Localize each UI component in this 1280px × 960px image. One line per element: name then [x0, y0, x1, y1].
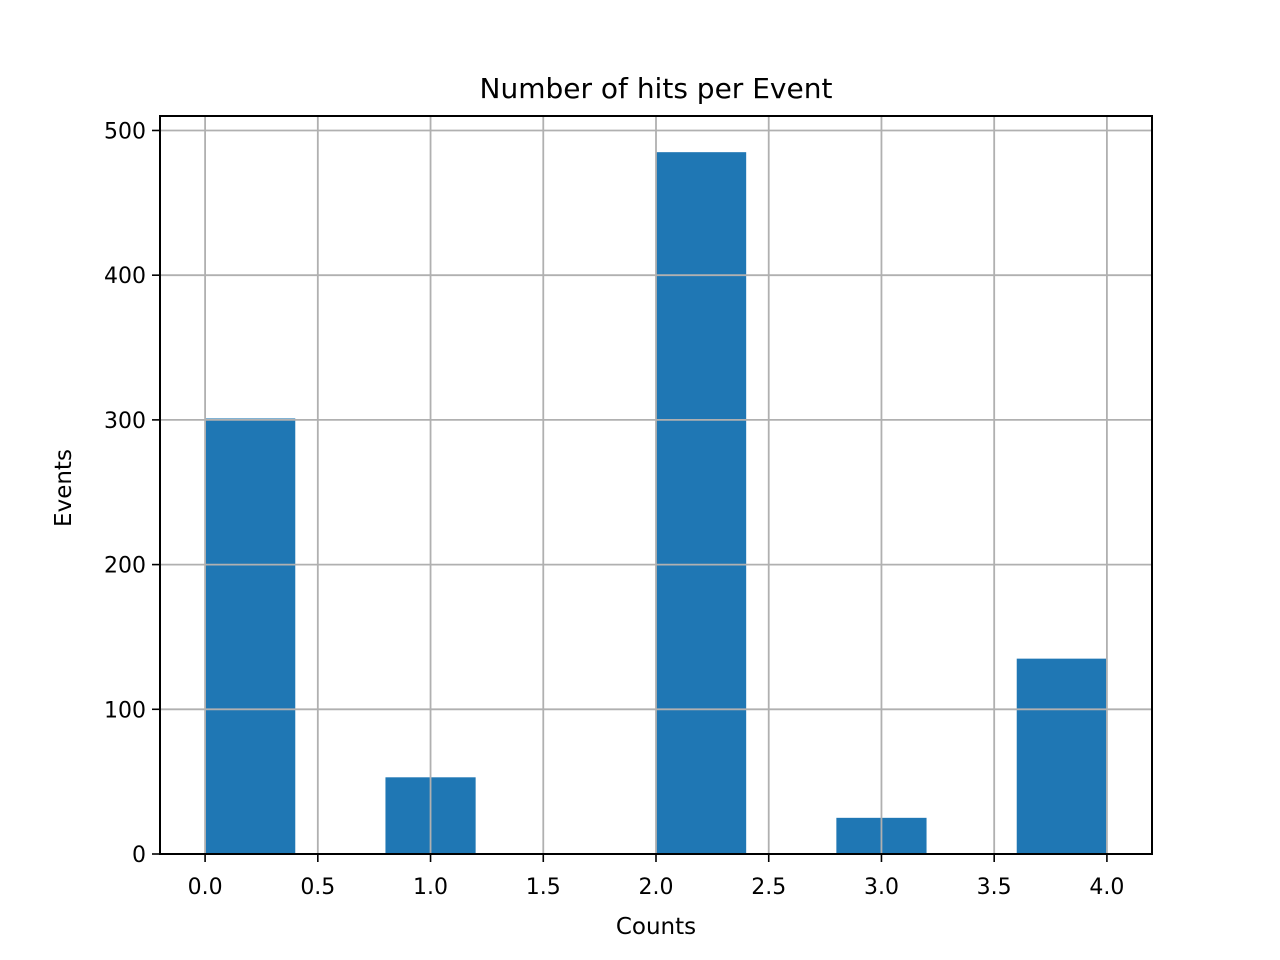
y-tick-label: 100 — [104, 698, 146, 723]
x-tick-label: 3.0 — [864, 875, 899, 900]
y-axis-title: Events — [51, 449, 77, 527]
y-tick-label: 300 — [104, 409, 146, 434]
y-tick-label: 0 — [132, 843, 146, 868]
x-tick-label: 0.0 — [188, 875, 223, 900]
y-tick-label: 500 — [104, 119, 146, 144]
bar-0 — [205, 418, 296, 854]
y-tick-label: 400 — [104, 264, 146, 289]
bar-5 — [656, 152, 747, 855]
x-tick-label: 2.0 — [639, 875, 674, 900]
grid-lines — [160, 116, 1152, 855]
x-tick-label: 4.0 — [1089, 875, 1124, 900]
chart-title: Number of hits per Event — [480, 72, 833, 105]
bars — [205, 152, 1107, 855]
x-tick-label: 3.5 — [977, 875, 1012, 900]
x-tick-label: 1.0 — [413, 875, 448, 900]
x-tick-label: 1.5 — [526, 875, 561, 900]
y-tick-label: 200 — [104, 554, 146, 579]
x-tick-label: 2.5 — [751, 875, 786, 900]
x-tick-label: 0.5 — [300, 875, 335, 900]
bar-9 — [1016, 658, 1107, 854]
axis-ticks: 0.0 0.5 1.0 1.5 2.0 2.5 3.0 3.5 4.0 0 100 200 300 400… — [104, 119, 1124, 900]
x-axis-title: Counts — [616, 914, 696, 940]
